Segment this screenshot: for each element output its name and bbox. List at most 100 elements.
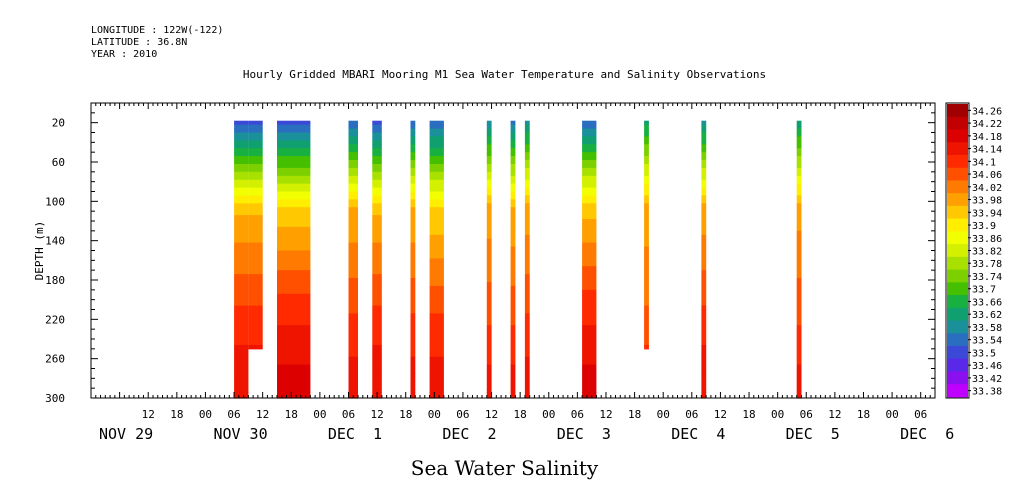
salinity-cell — [429, 317, 444, 322]
salinity-cell — [486, 285, 492, 291]
salinity-cell — [510, 301, 516, 307]
salinity-cell — [277, 313, 311, 318]
salinity-cell — [524, 183, 530, 189]
salinity-cell — [234, 360, 249, 366]
colorbar-label: 33.98 — [972, 196, 1002, 207]
colorbar-label: 33.82 — [972, 247, 1002, 258]
salinity-cell — [510, 164, 516, 169]
salinity-cell — [644, 278, 649, 283]
colorbar-label: 34.26 — [972, 106, 1002, 117]
salinity-cell — [429, 388, 444, 393]
salinity-cell — [582, 297, 597, 303]
salinity-cell — [582, 380, 597, 385]
salinity-cell — [277, 179, 311, 185]
salinity-cell — [248, 230, 263, 236]
salinity-cell — [277, 250, 311, 255]
salinity-cell — [582, 368, 597, 373]
salinity-cell — [429, 396, 444, 399]
salinity-cell — [348, 289, 358, 295]
salinity-cell — [234, 226, 249, 232]
salinity-cell — [582, 230, 597, 236]
salinity-cell — [510, 207, 516, 212]
salinity-cell — [277, 262, 311, 267]
salinity-cell — [372, 136, 382, 141]
salinity-cell — [582, 164, 597, 169]
salinity-cell — [644, 254, 649, 259]
salinity-cell — [410, 175, 416, 181]
salinity-cell — [248, 207, 263, 212]
salinity-cell — [410, 317, 416, 322]
salinity-cell — [410, 289, 416, 295]
salinity-cell — [234, 274, 249, 279]
salinity-cell — [701, 128, 707, 134]
salinity-cell — [234, 392, 249, 397]
salinity-cell — [524, 309, 530, 314]
salinity-cell — [277, 254, 311, 259]
salinity-cell — [582, 317, 597, 322]
salinity-cell — [410, 285, 416, 291]
colorbar-label: 34.18 — [972, 132, 1002, 143]
salinity-cell — [372, 262, 382, 267]
salinity-cell — [701, 258, 707, 263]
salinity-cell — [348, 384, 358, 389]
salinity-cell — [524, 132, 530, 137]
x-hour-label: 18 — [628, 408, 641, 421]
salinity-cell — [510, 352, 516, 358]
salinity-cell — [348, 183, 358, 189]
salinity-cell — [277, 246, 311, 252]
salinity-cell — [372, 183, 382, 189]
salinity-cell — [410, 352, 416, 358]
salinity-cell — [524, 167, 530, 173]
salinity-cell — [234, 199, 249, 204]
salinity-cell — [510, 254, 516, 259]
salinity-cell — [410, 266, 416, 271]
salinity-cell — [524, 305, 530, 311]
salinity-cell — [348, 238, 358, 244]
salinity-cell — [644, 187, 649, 193]
salinity-cell — [510, 148, 516, 153]
salinity-cell — [429, 344, 444, 350]
salinity-cell — [701, 124, 707, 130]
salinity-cell — [701, 305, 707, 311]
longitude-label: LONGITUDE : 122W(-122) — [91, 25, 224, 36]
salinity-cell — [348, 242, 358, 248]
chart-title: Hourly Gridded MBARI Mooring M1 Sea Wate… — [242, 68, 767, 81]
salinity-cell — [701, 152, 707, 157]
salinity-cell — [524, 191, 530, 196]
salinity-cell — [796, 313, 802, 318]
salinity-cell — [796, 128, 802, 134]
salinity-cell — [234, 388, 249, 393]
salinity-cell — [372, 175, 382, 181]
salinity-cell — [372, 207, 382, 212]
salinity-cell — [348, 120, 358, 126]
x-hour-label: 12 — [714, 408, 727, 421]
salinity-cell — [429, 329, 444, 334]
salinity-cell — [372, 329, 382, 334]
salinity-cell — [524, 313, 530, 318]
salinity-cell — [248, 289, 263, 295]
salinity-cell — [582, 136, 597, 141]
salinity-cell — [701, 242, 707, 248]
salinity-cell — [348, 368, 358, 373]
salinity-cell — [701, 333, 707, 338]
salinity-cell — [429, 376, 444, 381]
salinity-cell — [234, 171, 249, 177]
salinity-cell — [701, 167, 707, 173]
salinity-cell — [234, 396, 249, 399]
salinity-cell — [429, 341, 444, 346]
salinity-cell — [372, 289, 382, 295]
salinity-cell — [372, 191, 382, 196]
salinity-cell — [510, 329, 516, 334]
salinity-cell — [234, 384, 249, 389]
salinity-cell — [429, 372, 444, 377]
x-hour-label: 12 — [256, 408, 269, 421]
salinity-cell — [701, 293, 707, 299]
salinity-cell — [248, 238, 263, 244]
salinity-cell — [644, 337, 649, 342]
salinity-cell — [348, 313, 358, 318]
salinity-cell — [248, 301, 263, 307]
x-axis: 12 18 00 06 12 18 00 06 12 18 00 06 12 18 00 06 12 18 00 06… — [90, 103, 954, 443]
salinity-cell — [372, 258, 382, 263]
salinity-cell — [644, 171, 649, 177]
salinity-cell — [410, 128, 416, 134]
